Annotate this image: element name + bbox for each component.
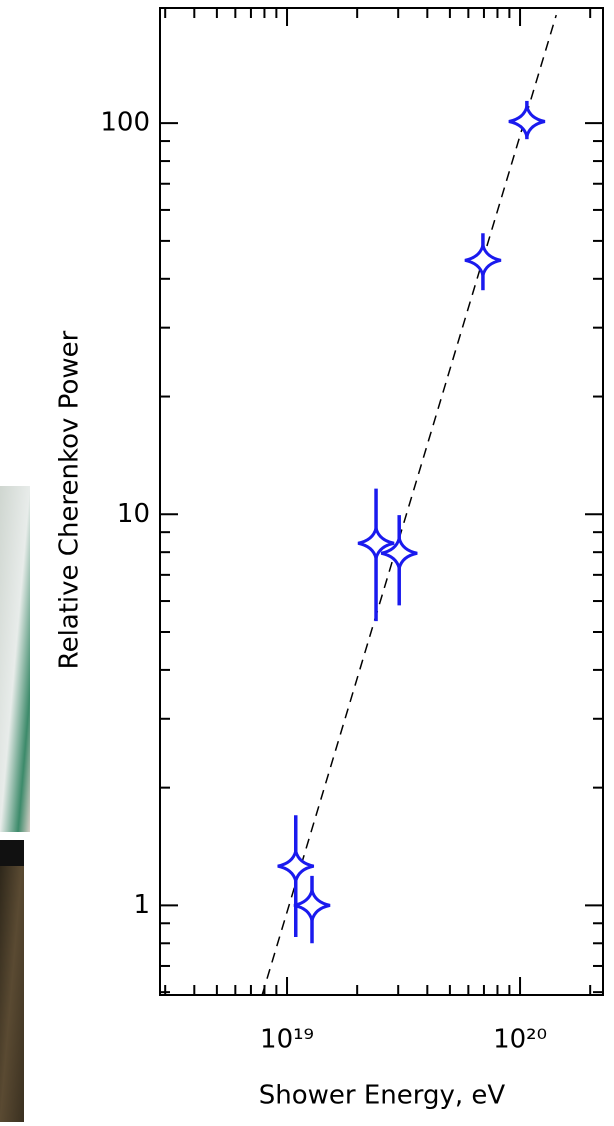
y-axis-label: Relative Cherenkov Power: [55, 330, 85, 669]
y-tick-label: 100: [100, 108, 150, 138]
data-point: [508, 106, 546, 137]
plot-frame: [159, 7, 604, 996]
x-axis-label: Shower Energy, eV: [259, 1081, 506, 1111]
x-tick-label: 10²⁰: [493, 1025, 547, 1055]
photo-fragment: [0, 486, 30, 832]
data-point: [464, 244, 502, 276]
y-tick-label: 10: [117, 499, 150, 529]
data-point: [357, 527, 395, 559]
data-point: [380, 537, 418, 569]
data-point: [277, 850, 315, 882]
photo-fragment: [0, 840, 24, 866]
fit-line: [261, 14, 557, 996]
photo-fragment: [0, 840, 24, 1122]
y-tick-label: 1: [133, 890, 150, 920]
x-tick-label: 10¹⁹: [260, 1025, 314, 1055]
data-point: [293, 889, 331, 921]
